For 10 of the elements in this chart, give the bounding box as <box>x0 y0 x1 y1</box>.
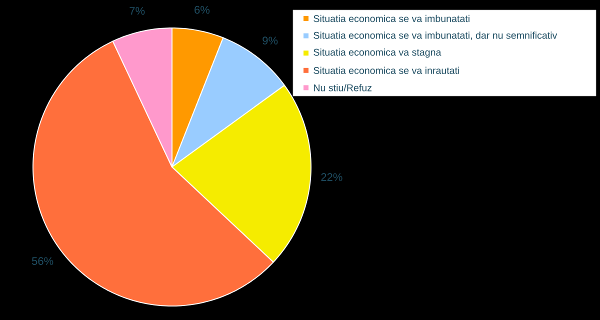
legend-label: Nu stiu/Refuz <box>314 84 372 92</box>
data-label: 9% <box>262 36 278 44</box>
data-label: 7% <box>130 7 145 15</box>
legend-label: Situatia economica se va imbunatati <box>314 14 470 22</box>
legend-label: Situatia economica va stagna <box>314 48 442 58</box>
data-label: 22% <box>321 173 342 181</box>
data-label: 6% <box>194 6 210 14</box>
legend-label: Situatia economica se va inrautati <box>314 66 460 74</box>
legend-label: Situatia economica se va imbunatati, dar nu semnificativ <box>314 32 558 40</box>
data-label: 56% <box>32 257 54 265</box>
